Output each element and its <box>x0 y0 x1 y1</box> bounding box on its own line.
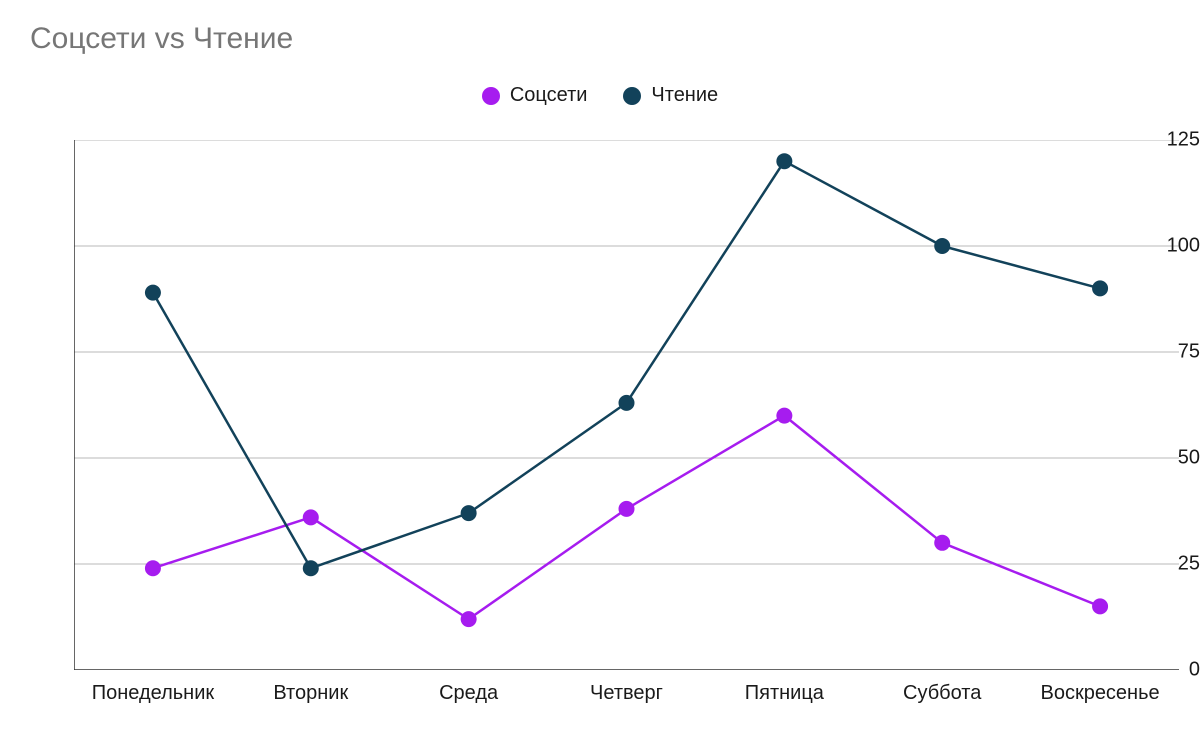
plot-area <box>74 140 1179 670</box>
y-tick-label: 125 <box>1140 129 1200 152</box>
legend-swatch-1 <box>623 87 641 105</box>
x-tick-label: Среда <box>439 682 498 705</box>
chart-title: Соцсети vs Чтение <box>30 22 293 56</box>
legend-label-1: Чтение <box>651 84 718 107</box>
legend-item-0: Соцсети <box>482 84 588 107</box>
x-tick-label: Четверг <box>590 682 663 705</box>
y-tick-label: 100 <box>1140 235 1200 258</box>
legend-swatch-0 <box>482 87 500 105</box>
y-tick-label: 0 <box>1140 659 1200 682</box>
y-tick-label: 25 <box>1140 553 1200 576</box>
x-tick-label: Пятница <box>745 682 824 705</box>
legend: Соцсети Чтение <box>0 84 1200 107</box>
x-tick-label: Воскресенье <box>1040 682 1159 705</box>
y-tick-label: 50 <box>1140 447 1200 470</box>
legend-label-0: Соцсети <box>510 84 588 107</box>
x-tick-label: Понедельник <box>92 682 214 705</box>
x-tick-label: Вторник <box>273 682 348 705</box>
chart-container: Соцсети vs Чтение Соцсети Чтение 0 25 50 75… <box>0 0 1200 742</box>
legend-item-1: Чтение <box>623 84 718 107</box>
x-tick-label: Суббота <box>903 682 981 705</box>
y-tick-label: 75 <box>1140 341 1200 364</box>
